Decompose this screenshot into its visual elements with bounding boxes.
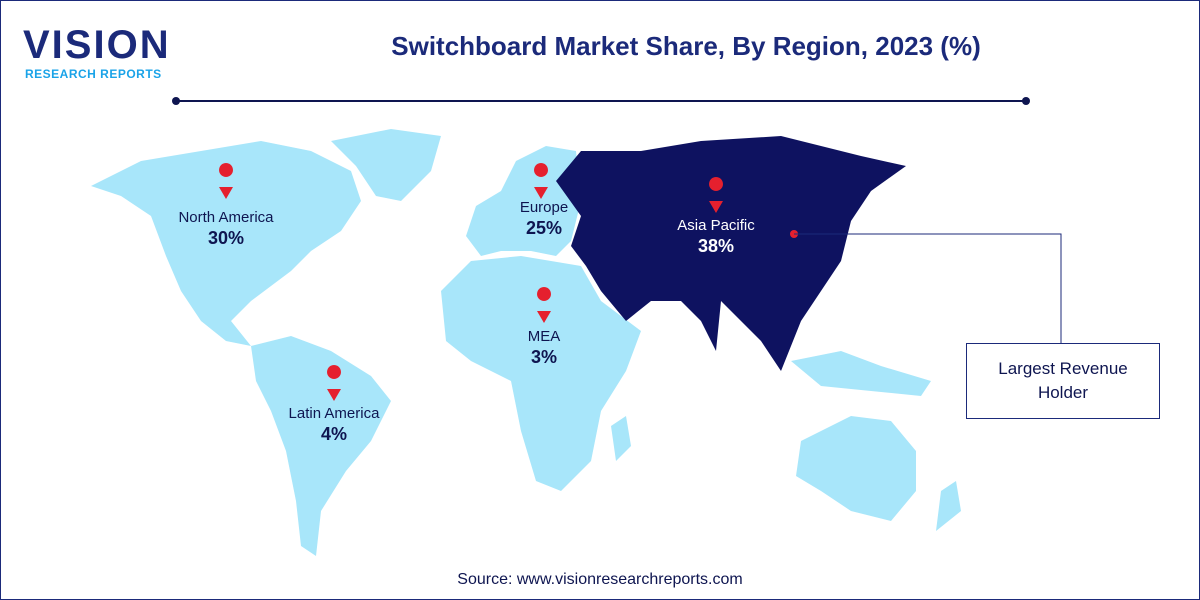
region-label: MEA 3% <box>489 328 599 368</box>
southeast-asia-islands <box>791 351 931 396</box>
divider-dot <box>1022 97 1030 105</box>
region-share: 25% <box>525 218 563 238</box>
madagascar <box>611 416 631 461</box>
pin <box>327 365 342 401</box>
region-share: 4% <box>320 424 347 444</box>
callout-text: Largest Revenue Holder <box>998 359 1128 402</box>
pin <box>534 163 549 199</box>
pin <box>709 177 724 213</box>
region-name: Asia Pacific <box>677 217 755 234</box>
pin <box>219 163 234 199</box>
south-america <box>251 336 391 556</box>
region-share: 38% <box>697 236 735 256</box>
new-zealand <box>936 481 961 531</box>
north-america <box>91 141 361 346</box>
asia-pacific <box>556 136 906 371</box>
title: Switchboard Market Share, By Region, 202… <box>391 31 981 61</box>
callout-box: Largest Revenue Holder <box>966 343 1160 419</box>
region-label: North America 30% <box>171 209 281 249</box>
logo: VISION <box>23 23 171 67</box>
europe <box>466 146 581 256</box>
region-label: Latin America 4% <box>284 405 384 445</box>
region-share: 30% <box>207 228 245 248</box>
region-share: 3% <box>530 347 557 367</box>
region-label: Europe 25% <box>489 199 599 239</box>
region-name: Latin America <box>288 405 380 422</box>
australia <box>796 416 916 521</box>
light-landmass <box>91 129 961 556</box>
pins <box>219 163 724 401</box>
callout-line <box>794 233 1062 343</box>
region-name: MEA <box>527 328 561 345</box>
greenland <box>331 129 441 201</box>
region-label: Asia Pacific 38% <box>666 217 766 257</box>
logo-tagline: RESEARCH REPORTS <box>25 67 162 81</box>
pin <box>537 287 552 323</box>
divider-dot <box>172 97 180 105</box>
source: Source: www.visionresearchreports.com <box>457 571 743 588</box>
region-name: Europe <box>519 199 569 216</box>
region-name: North America <box>178 209 274 226</box>
africa <box>441 256 641 491</box>
